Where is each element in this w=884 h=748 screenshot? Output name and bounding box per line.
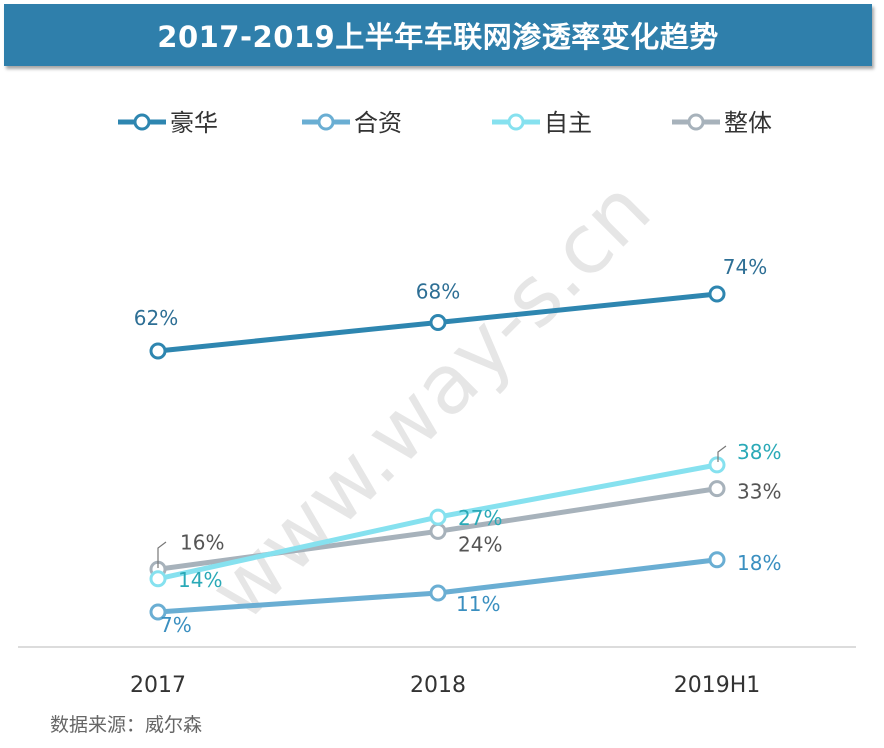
source-note: 数据来源：威尔森 (50, 714, 203, 736)
data-label: 62% (134, 306, 178, 330)
data-point (149, 603, 167, 621)
data-label: 7% (160, 613, 192, 637)
data-point (149, 342, 167, 360)
data-label: 18% (737, 551, 781, 575)
x-tick-label: 2019H1 (674, 673, 761, 698)
legend-item: 自主 (492, 109, 592, 137)
x-axis-ticks: 2017 2018 2019H1 (130, 673, 760, 698)
data-label: 16% (180, 530, 224, 554)
data-point (429, 584, 447, 602)
legend-label: 整体 (724, 109, 772, 137)
legend-marker (687, 113, 705, 131)
data-label: 11% (456, 592, 500, 616)
x-tick-label: 2017 (130, 673, 186, 698)
series-layer (149, 285, 726, 621)
legend-item: 合资 (302, 109, 402, 137)
legend-marker (317, 113, 335, 131)
data-label: 74% (723, 255, 767, 279)
data-point (429, 313, 447, 331)
legend-marker (133, 113, 151, 131)
data-label: 68% (416, 279, 460, 303)
label-leader-line (717, 445, 727, 462)
data-point (429, 522, 447, 540)
data-label: 24% (458, 532, 502, 556)
data-label: 38% (737, 440, 781, 464)
legend-label: 豪华 (170, 109, 218, 137)
data-point (149, 570, 167, 588)
data-point (708, 456, 726, 474)
legend-marker (507, 113, 525, 131)
chart-legend: 豪华 合资 自主 整体 (118, 109, 772, 137)
data-label: 27% (458, 506, 502, 530)
data-point (708, 551, 726, 569)
legend-item: 整体 (672, 109, 772, 137)
x-tick-label: 2018 (410, 673, 466, 698)
data-labels-layer: 16% 24% 33% 14% 27% 38% 7% 11% 18% 62% 68% 74% (134, 255, 782, 637)
data-label: 14% (178, 568, 222, 592)
data-point (708, 480, 726, 498)
legend-label: 自主 (544, 109, 592, 137)
watermark-text: www.way-s.cn (192, 162, 669, 639)
data-point (429, 508, 447, 526)
data-point (708, 285, 726, 303)
data-label: 33% (737, 480, 781, 504)
legend-item: 豪华 (118, 109, 218, 137)
chart-title: 2017-2019上半年车联网渗透率变化趋势 (157, 20, 719, 54)
title-bar: 2017-2019上半年车联网渗透率变化趋势 (4, 4, 872, 66)
label-leader-line (157, 541, 167, 568)
legend-label: 合资 (354, 109, 402, 137)
